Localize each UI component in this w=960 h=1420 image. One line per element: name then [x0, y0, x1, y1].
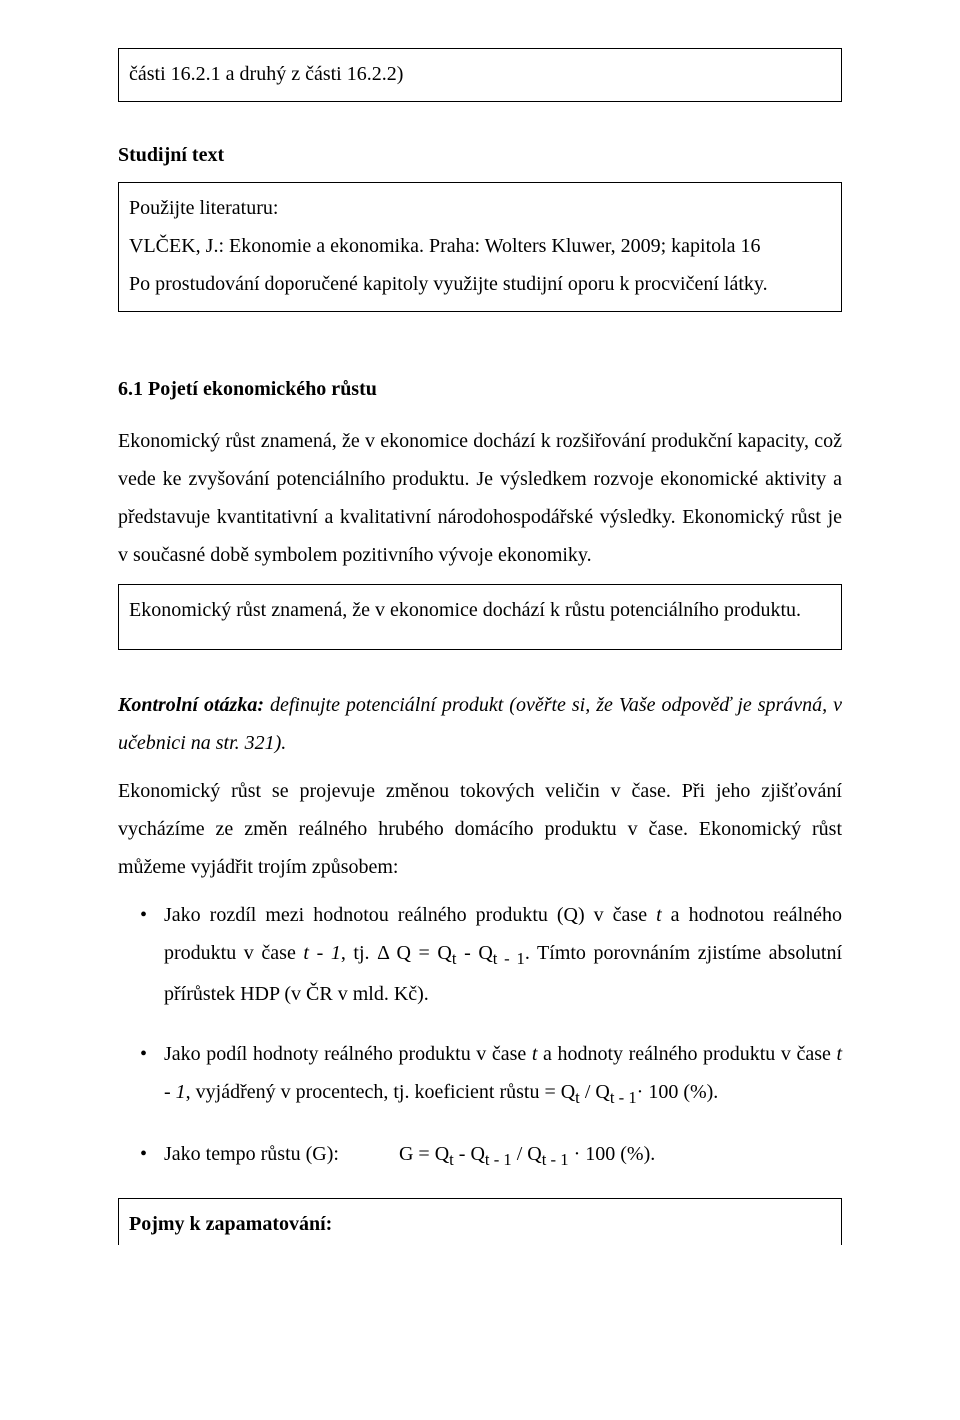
top-note-text: části 16.2.1 a druhý z části 16.2.2) [129, 63, 403, 85]
b1-text-d: - Q [456, 942, 492, 964]
study-box: Použijte literaturu: VLČEK, J.: Ekonomie… [118, 182, 842, 312]
b1-sub-t1: t - 1 [493, 949, 525, 968]
section-6-1-para1: Ekonomický růst znamená, že v ekonomice … [118, 422, 842, 574]
bottom-box-text: Pojmy k zapamatování: [129, 1213, 332, 1235]
b2-text-a: Jako podíl hodnoty reálného produktu v č… [164, 1043, 532, 1065]
definition-text: Ekonomický růst znamená, že v ekonomice … [129, 599, 801, 621]
section-6-1-title: 6.1 Pojetí ekonomického růstu [118, 370, 842, 408]
b1-text-c: , tj. Δ Q = Q [341, 942, 452, 964]
b2-text-c: , vyjádřený v procentech, tj. koeficient… [186, 1081, 576, 1103]
bottom-box: Pojmy k zapamatování: [118, 1198, 842, 1245]
b2-text-b: a hodnoty reálného produktu v čase [537, 1043, 836, 1065]
study-line-1: Použijte literaturu: [129, 189, 831, 227]
b3-text-d: / Q [512, 1143, 542, 1165]
b3-sub-t1b: t - 1 [542, 1150, 569, 1169]
study-heading: Studijní text [118, 136, 842, 174]
b3-gap [339, 1143, 399, 1165]
definition-box: Ekonomický růst znamená, že v ekonomice … [118, 584, 842, 650]
control-question: Kontrolní otázka: definujte potenciální … [118, 686, 842, 762]
control-question-lead: Kontrolní otázka: [118, 694, 264, 716]
page: části 16.2.1 a druhý z části 16.2.2) Stu… [0, 0, 960, 1420]
study-line-2: VLČEK, J.: Ekonomie a ekonomika. Praha: … [129, 227, 831, 265]
bullet-list: Jako rozdíl mezi hodnotou reálného produ… [118, 896, 842, 1176]
b3-text-e: · 100 (%). [569, 1143, 656, 1165]
b3-text-c: - Q [454, 1143, 485, 1165]
b2-sub-t1: t - 1 [610, 1088, 637, 1107]
b1-text-a: Jako rozdíl mezi hodnotou reálného produ… [164, 904, 656, 926]
b3-text-b: G = Q [399, 1143, 449, 1165]
study-line-3: Po prostudování doporučené kapitoly využ… [129, 265, 831, 303]
b3-sub-t1a: t - 1 [485, 1150, 512, 1169]
top-note-box: části 16.2.1 a druhý z části 16.2.2) [118, 48, 842, 102]
b3-text-a: Jako tempo růstu (G): [164, 1143, 339, 1165]
bullet-3: Jako tempo růstu (G): G = Qt - Qt - 1 / … [118, 1135, 842, 1176]
b2-text-d: / Q [580, 1081, 610, 1103]
b1-t1: t - 1 [303, 942, 340, 964]
bullet-1: Jako rozdíl mezi hodnotou reálného produ… [118, 896, 842, 1013]
section-6-1-para2: Ekonomický růst se projevuje změnou toko… [118, 772, 842, 886]
bullet-2: Jako podíl hodnoty reálného produktu v č… [118, 1035, 842, 1114]
b2-text-e: · 100 (%). [637, 1081, 719, 1103]
